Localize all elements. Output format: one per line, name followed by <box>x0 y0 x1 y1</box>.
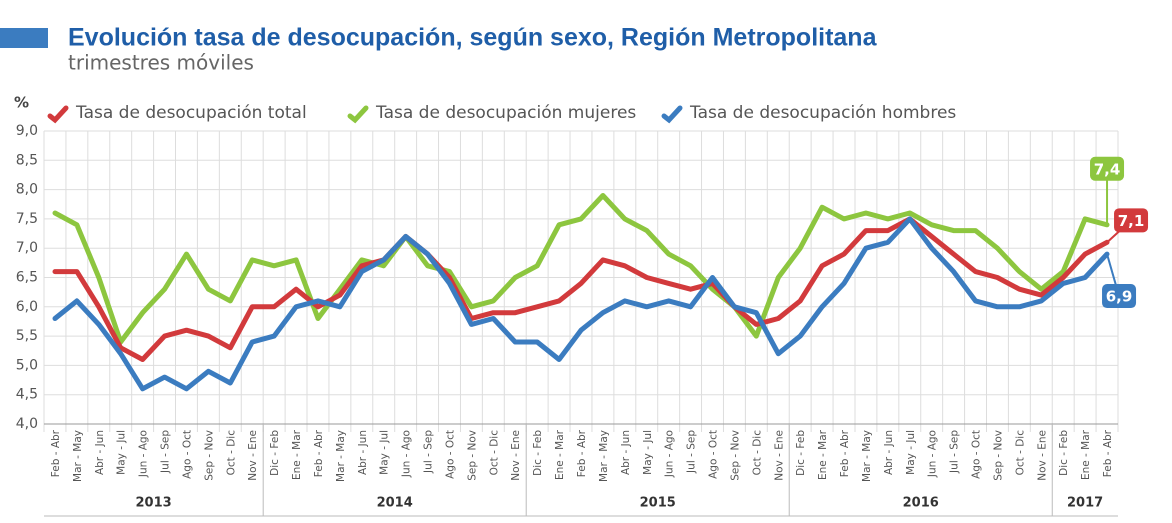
y-tick-label: 9,0 <box>16 123 38 139</box>
y-tick-label: 5,0 <box>16 357 38 373</box>
data-label: 6,9 <box>1106 288 1133 306</box>
x-tick-label: May - Jul <box>379 430 391 475</box>
x-tick-label: Jun - Ago <box>927 430 939 478</box>
x-tick-label: Jul - Sep <box>949 430 961 474</box>
x-tick-label: Feb - Abr <box>839 429 851 477</box>
x-tick-label: Ene - Mar <box>1080 429 1092 480</box>
x-tick-label: Dic - Feb <box>795 430 807 476</box>
legend-label: Tasa de desocupación total <box>75 103 307 123</box>
x-tick-label: Ene - Mar <box>291 429 303 480</box>
label-box <box>1102 284 1137 309</box>
year-label: 2013 <box>135 496 171 511</box>
y-tick-label: 7,5 <box>16 211 38 227</box>
x-tick-label: Dic - Feb <box>269 430 281 476</box>
x-tick-label: Feb - Abr <box>50 429 62 477</box>
x-tick-label: Ago - Oct <box>181 430 193 479</box>
x-tick-label: Mar - May <box>598 430 610 482</box>
x-tick-label: Sep - Nov <box>729 430 741 481</box>
year-label: 2017 <box>1067 496 1103 511</box>
y-tick-label: 7,0 <box>16 240 38 256</box>
x-tick-label: Nov - Ene <box>773 430 785 481</box>
x-tick-label: Ago - Oct <box>444 430 456 479</box>
x-tick-label: Abr - Jun <box>94 430 106 475</box>
legend-label: Tasa de desocupación hombres <box>689 103 956 123</box>
x-tick-label: Oct - Dic <box>488 430 500 476</box>
y-tick-label: 5,5 <box>16 328 38 344</box>
x-tick-label: Sep - Nov <box>466 430 478 481</box>
y-tick-label: 8,5 <box>16 152 38 168</box>
label-box <box>1114 208 1149 233</box>
data-label: 7,4 <box>1094 160 1121 178</box>
x-tick-label: Oct - Dic <box>751 430 763 476</box>
y-tick-label: 4,0 <box>16 416 38 432</box>
y-tick-label: 6,5 <box>16 270 38 286</box>
data-label: 7,1 <box>1118 212 1145 230</box>
chart-title: Evolución tasa de desocupación, según se… <box>68 24 878 52</box>
chart-subtitle: trimestres móviles <box>68 51 254 75</box>
y-tick-label: 4,5 <box>16 387 38 403</box>
x-tick-label: Nov - Ene <box>247 430 259 481</box>
y-axis-label: % <box>14 94 29 112</box>
y-tick-label: 8,0 <box>16 182 38 198</box>
x-tick-label: Oct - Dic <box>1014 430 1026 476</box>
legend-swatch <box>661 105 683 124</box>
x-tick-label: Dic - Feb <box>532 430 544 476</box>
x-tick-label: Ago - Oct <box>971 430 983 479</box>
x-tick-label: Feb - Abr <box>1102 429 1114 477</box>
x-tick-label: Feb - Abr <box>313 429 325 477</box>
x-tick-label: Sep - Nov <box>203 430 215 481</box>
x-tick-label: May - Jul <box>642 430 654 475</box>
year-label: 2014 <box>377 496 413 511</box>
title-marker <box>0 28 48 48</box>
legend-swatch <box>347 105 369 124</box>
x-tick-label: Nov - Ene <box>510 430 522 481</box>
legend-label: Tasa de desocupación mujeres <box>375 103 636 123</box>
x-tick-label: Jun - Ago <box>401 430 413 478</box>
series-line <box>52 216 1110 392</box>
x-tick-label: May - Jul <box>905 430 917 475</box>
x-tick-label: Mar - May <box>335 430 347 482</box>
year-label: 2016 <box>903 496 939 511</box>
x-tick-label: Abr - Jun <box>357 430 369 475</box>
x-tick-label: Sep - Nov <box>992 430 1004 481</box>
year-label: 2015 <box>640 496 676 511</box>
series-line <box>52 193 1110 345</box>
y-tick-label: 6,0 <box>16 299 38 315</box>
x-tick-label: Jul - Sep <box>160 430 172 474</box>
x-tick-label: Ene - Mar <box>554 429 566 480</box>
x-tick-label: Dic - Feb <box>1058 430 1070 476</box>
x-tick-label: Mar - May <box>72 430 84 482</box>
x-tick-label: Jun - Ago <box>138 430 150 478</box>
x-tick-label: May - Jul <box>116 430 128 475</box>
x-tick-label: Abr - Jun <box>883 430 895 475</box>
x-tick-label: Jul - Sep <box>423 430 435 474</box>
x-tick-label: Jul - Sep <box>686 430 698 474</box>
x-tick-label: Oct - Dic <box>225 430 237 476</box>
series-line <box>52 216 1110 362</box>
label-box <box>1090 156 1125 181</box>
x-tick-label: Feb - Abr <box>576 429 588 477</box>
x-tick-label: Jun - Ago <box>664 430 676 478</box>
x-tick-label: Abr - Jun <box>620 430 632 475</box>
x-tick-label: Ene - Mar <box>817 429 829 480</box>
x-tick-label: Mar - May <box>861 430 873 482</box>
x-tick-label: Nov - Ene <box>1036 430 1048 481</box>
x-tick-label: Ago - Oct <box>708 430 720 479</box>
legend-swatch <box>47 105 69 124</box>
